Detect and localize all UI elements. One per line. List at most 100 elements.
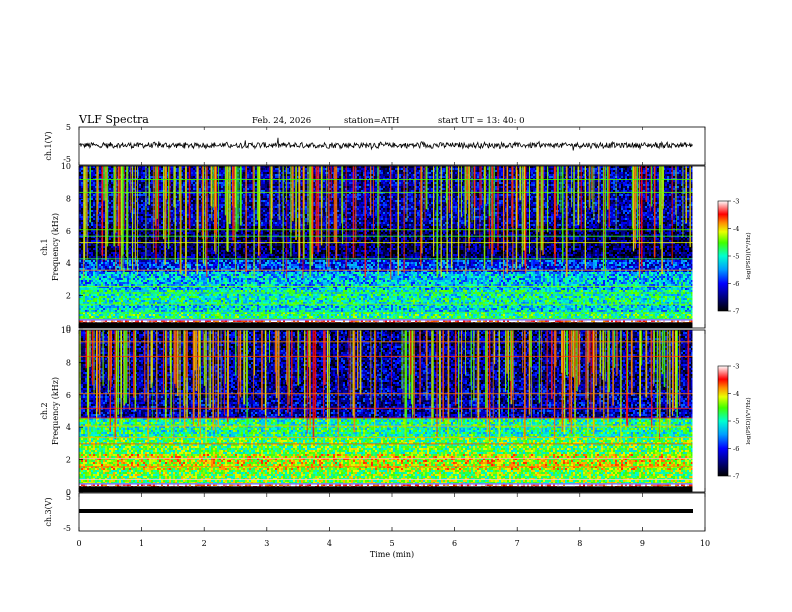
spectrogram-cell <box>141 204 143 206</box>
spectrogram-cell <box>89 282 91 284</box>
spectrogram-cell <box>87 308 89 310</box>
spectrogram-cell <box>97 312 99 314</box>
spectrogram-cell <box>151 236 153 238</box>
spectrogram-cell <box>85 282 87 284</box>
spectrogram-cell <box>89 316 91 318</box>
spectrogram-cell <box>153 194 155 196</box>
spectrogram-cell <box>175 288 177 290</box>
spectrogram-cell <box>111 198 113 200</box>
spectrogram-cell <box>153 304 155 306</box>
spectrogram-cell <box>141 230 143 232</box>
spectrogram-cell <box>129 256 131 258</box>
spectrogram-cell <box>195 310 197 312</box>
spectrogram-cell <box>167 288 169 290</box>
spectrogram-cell <box>151 300 153 302</box>
spectrogram-cell <box>187 280 189 282</box>
spectrogram-cell <box>139 220 141 222</box>
spectrogram-cell <box>79 260 81 262</box>
spectrogram-cell <box>95 196 97 198</box>
spectrogram-cell <box>87 320 89 322</box>
spectrogram-cell <box>183 250 185 252</box>
spectrogram-cell <box>177 260 179 262</box>
spectrogram-cell <box>87 272 89 274</box>
spectrogram-cell <box>81 304 83 306</box>
spectrogram-cell <box>157 274 159 276</box>
spectrogram-cell <box>157 248 159 250</box>
spectrogram-cell <box>135 250 137 252</box>
spectrogram-cell <box>97 294 99 296</box>
spectrogram-cell <box>171 312 173 314</box>
spectrogram-cell <box>179 296 181 298</box>
spectrogram-cell <box>163 254 165 256</box>
spectrogram-cell <box>135 232 137 234</box>
spectrogram-cell <box>193 244 195 246</box>
spectrogram-cell <box>145 274 147 276</box>
spectrogram-cell <box>163 314 165 316</box>
spectrogram-cell <box>185 298 187 300</box>
spectrogram-cell <box>133 272 135 274</box>
spectrogram-cell <box>151 230 153 232</box>
spectrogram-cell <box>111 310 113 312</box>
spectrogram-cell <box>183 272 185 274</box>
spectrogram-cell <box>163 264 165 266</box>
spectrogram-cell <box>79 274 81 276</box>
spectrogram-cell <box>171 268 173 270</box>
spectrogram-cell <box>161 168 163 170</box>
spectrogram-cell <box>123 194 125 196</box>
spectrogram-cell <box>119 312 121 314</box>
spectrogram-cell <box>107 302 109 304</box>
spectrogram-cell <box>187 170 189 172</box>
spectrogram-cell <box>177 272 179 274</box>
spectrogram-cell <box>87 256 89 258</box>
spectrogram-cell <box>129 250 131 252</box>
spectrogram-cell <box>141 280 143 282</box>
spectrogram-cell <box>93 174 95 176</box>
spectrogram-cell <box>179 298 181 300</box>
spectrogram-cell <box>95 240 97 242</box>
spectrogram-cell <box>159 214 161 216</box>
spectrogram-cell <box>189 300 191 302</box>
spectrogram-cell <box>147 226 149 228</box>
spectrogram-cell <box>199 282 201 284</box>
spectrogram-cell <box>175 294 177 296</box>
ch1-spectrogram-image <box>79 166 705 328</box>
spectrogram-cell <box>157 268 159 270</box>
spectrogram-cell <box>101 320 103 322</box>
spectrogram-cell <box>175 182 177 184</box>
spectrogram-cell <box>129 168 131 170</box>
spectrogram-cell <box>153 168 155 170</box>
spectrogram-cell <box>145 302 147 304</box>
spectrogram-cell <box>149 272 151 274</box>
spectrogram-cell <box>183 204 185 206</box>
spectrogram-cell <box>151 200 153 202</box>
spectrogram-cell <box>147 240 149 242</box>
spectrogram-cell <box>173 266 175 268</box>
spectrogram-cell <box>161 316 163 318</box>
spectrogram-cell <box>165 320 167 322</box>
spectrogram-cell <box>171 180 173 182</box>
spectrogram-cell <box>165 298 167 300</box>
spectrogram-cell <box>91 224 93 226</box>
spectrogram-cell <box>171 304 173 306</box>
spectrogram-cell <box>111 316 113 318</box>
spectrogram-cell <box>107 278 109 280</box>
spectrogram-cell <box>149 212 151 214</box>
spectrogram-cell <box>197 284 199 286</box>
spectrogram-cell <box>79 234 81 236</box>
spectrogram-cell <box>81 182 83 184</box>
spectrogram-cell <box>147 310 149 312</box>
spectrogram-cell <box>147 278 149 280</box>
spectrogram-cell <box>177 168 179 170</box>
spectrogram-cell <box>85 250 87 252</box>
spectrogram-cell <box>79 212 81 214</box>
spectrogram-cell <box>193 216 195 218</box>
spectrogram-cell <box>149 280 151 282</box>
spectrogram-cell <box>171 196 173 198</box>
spectrogram-cell <box>99 226 101 228</box>
spectrogram-cell <box>87 226 89 228</box>
spectrogram-cell <box>123 212 125 214</box>
spectrogram-cell <box>199 232 201 234</box>
spectrogram-cell <box>129 238 131 240</box>
spectrogram-cell <box>101 264 103 266</box>
spectrogram-cell <box>129 274 131 276</box>
